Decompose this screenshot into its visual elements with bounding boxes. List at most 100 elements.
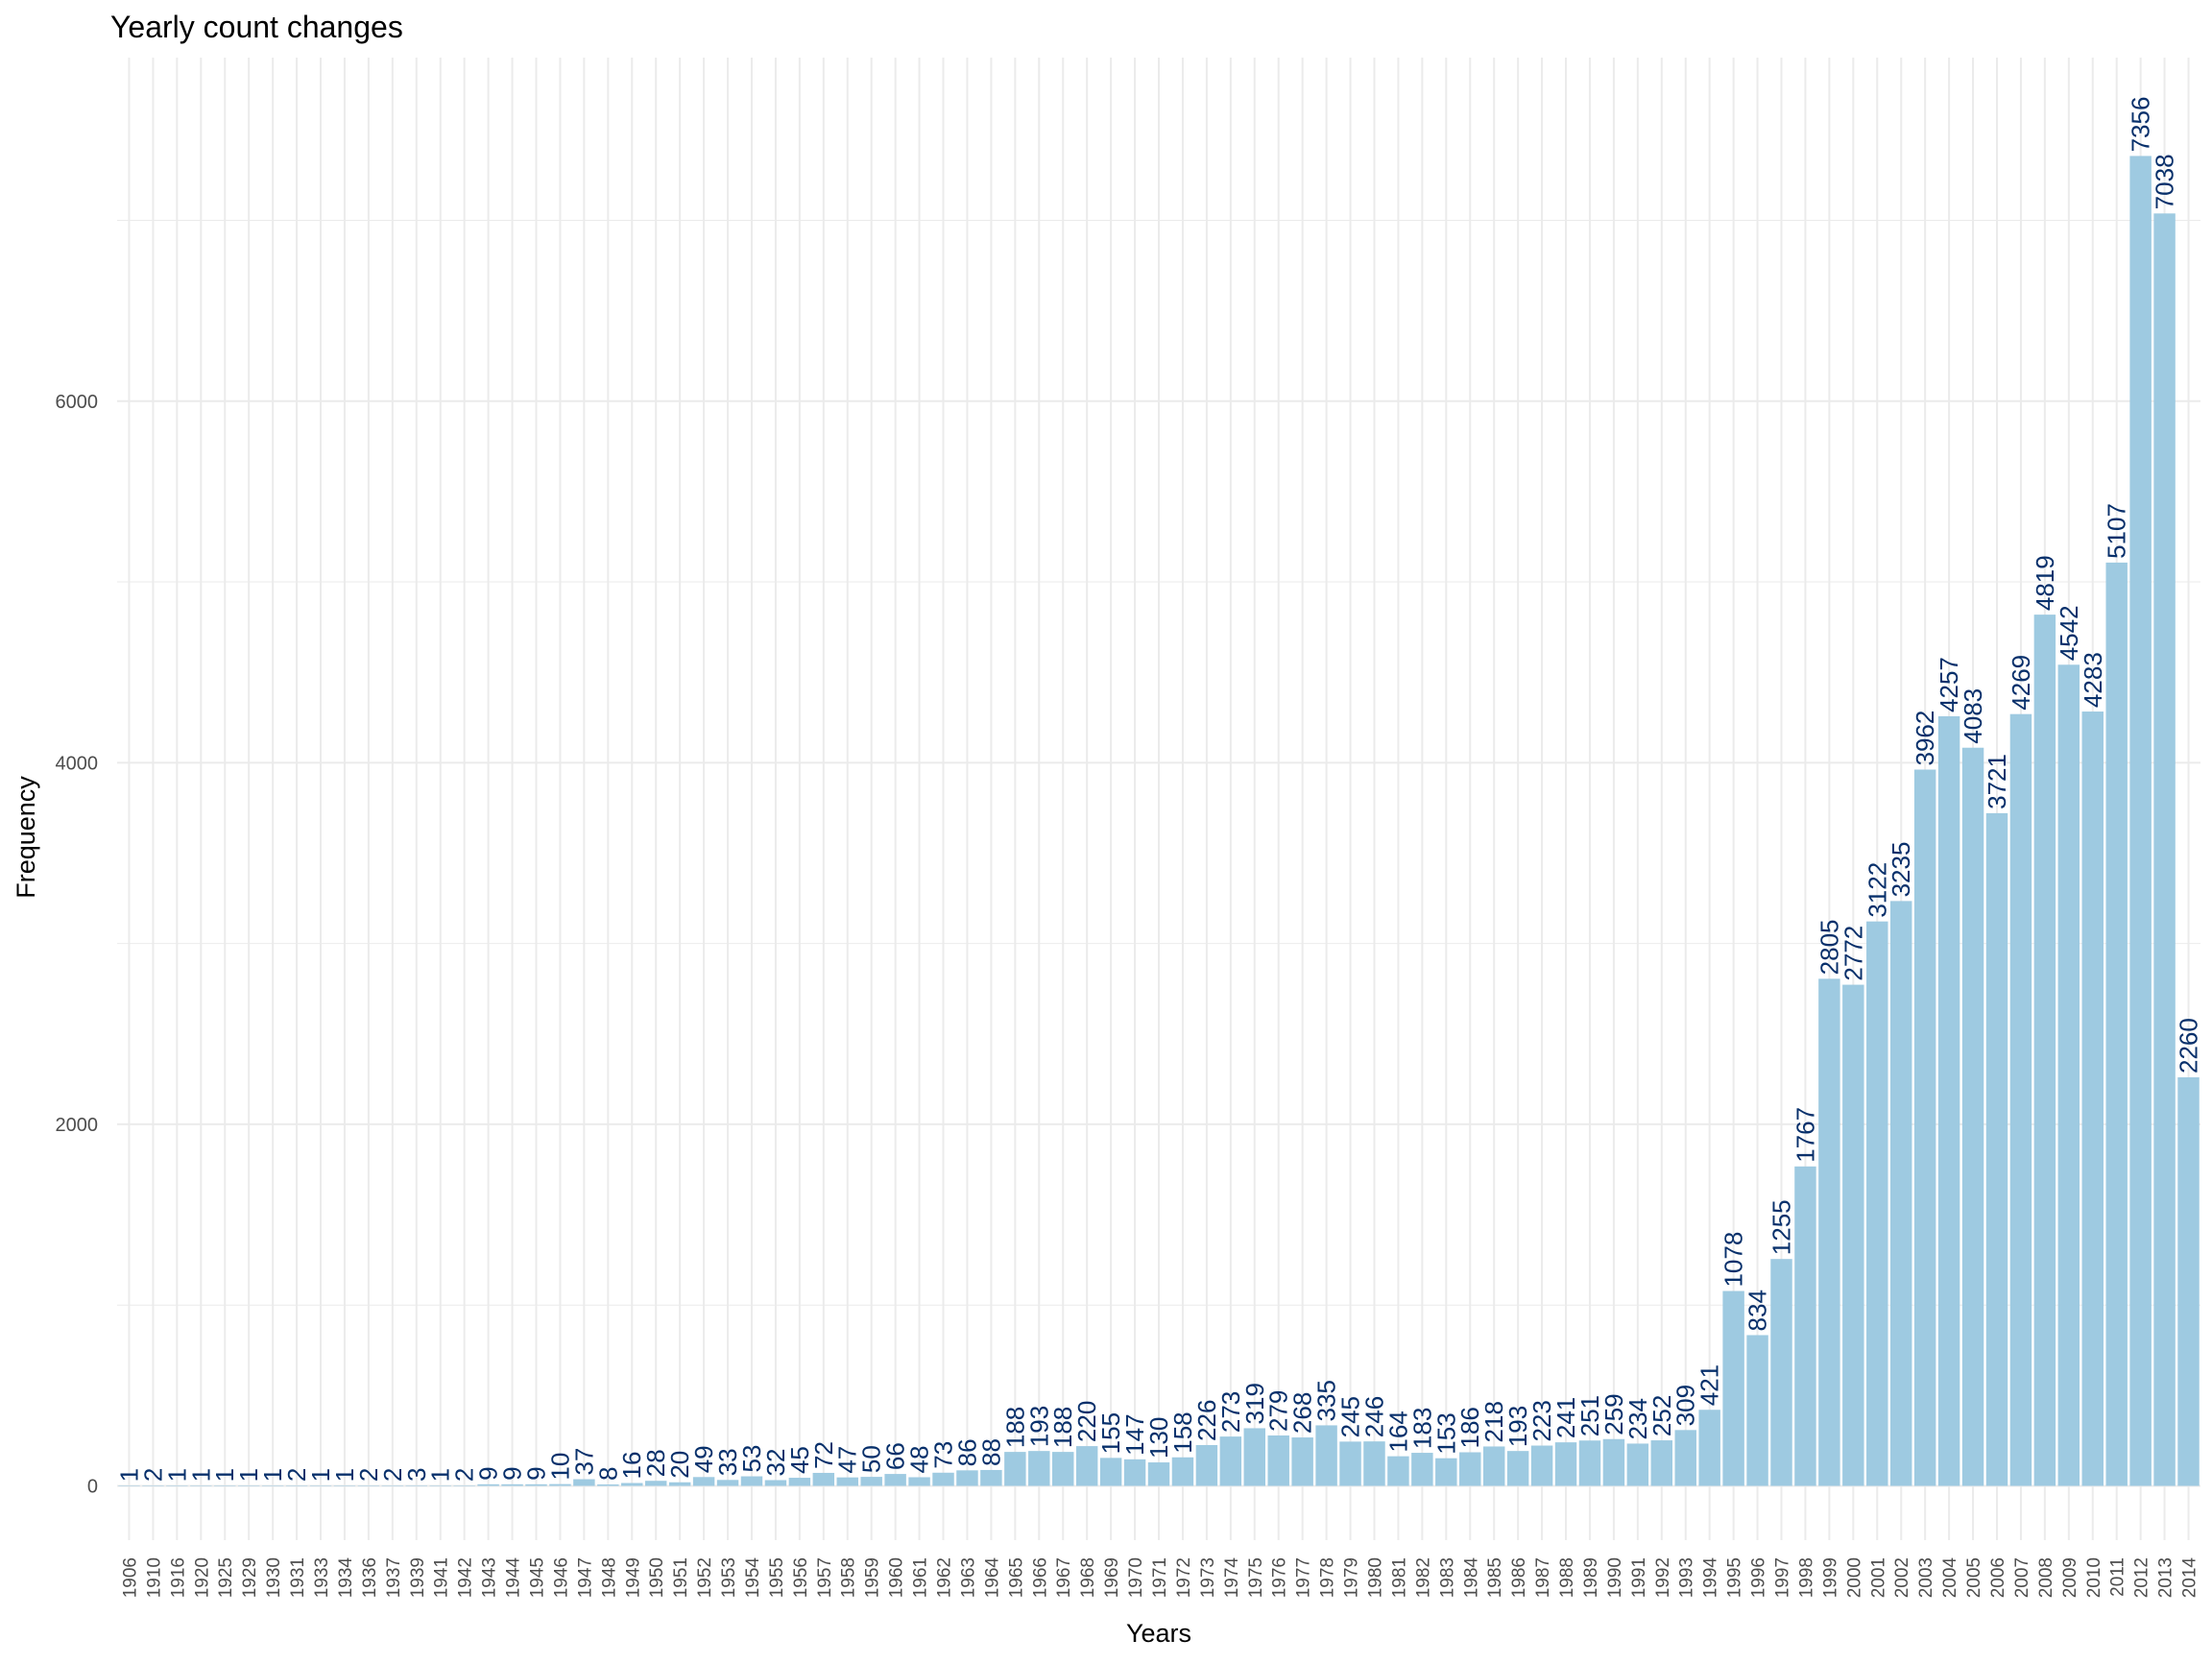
x-tick-label: 1994 (1701, 1557, 1721, 1599)
bar (956, 1470, 978, 1486)
x-tick-label: 1962 (935, 1557, 955, 1598)
x-tick-label: 1906 (120, 1557, 140, 1598)
bar-value-label: 3962 (1911, 711, 1939, 766)
bar-value-label: 3721 (1983, 754, 2011, 809)
bar-value-label: 4819 (2031, 555, 2059, 611)
bar (453, 1485, 475, 1486)
bar-value-label: 3122 (1863, 862, 1891, 918)
bar-value-label: 3 (402, 1467, 431, 1481)
bar-value-label: 33 (713, 1448, 742, 1476)
bar (166, 1485, 188, 1486)
x-tick-label: 1984 (1461, 1557, 1481, 1599)
bar-value-label: 5107 (2103, 503, 2131, 559)
bar (1506, 1451, 1529, 1486)
x-tick-label: 1956 (791, 1557, 811, 1598)
data-labels: 1211111211223129991037816282049335332457… (114, 97, 2202, 1483)
bar-value-label: 259 (1599, 1393, 1628, 1435)
bar (285, 1485, 308, 1486)
bar (1530, 1445, 1553, 1486)
bar (668, 1482, 691, 1486)
bar-value-label: 48 (905, 1446, 934, 1474)
x-tick-label: 1967 (1054, 1557, 1074, 1598)
bar (1770, 1259, 1792, 1486)
x-tick-label: 2009 (2060, 1557, 2080, 1598)
bar-value-label: 155 (1096, 1412, 1125, 1454)
x-tick-label: 2014 (2180, 1557, 2200, 1599)
x-tick-label: 1969 (1102, 1557, 1122, 1598)
x-tick-label: 1987 (1533, 1557, 1553, 1598)
bar-value-label: 273 (1216, 1391, 1245, 1433)
bar (525, 1483, 547, 1486)
x-tick-label: 1992 (1653, 1557, 1673, 1598)
bar (740, 1476, 763, 1486)
x-tick-label: 1991 (1629, 1557, 1649, 1598)
bar (549, 1483, 571, 1486)
x-tick-label: 1910 (144, 1557, 164, 1598)
x-tick-label: 1964 (982, 1557, 1002, 1599)
bar (1722, 1290, 1744, 1486)
bar-value-label: 234 (1623, 1398, 1652, 1439)
x-tick-label: 1999 (1820, 1557, 1840, 1598)
bar-value-label: 66 (881, 1442, 910, 1470)
bar-value-label: 147 (1120, 1413, 1149, 1455)
bar (1291, 1437, 1313, 1486)
bar (501, 1483, 523, 1486)
x-tick-label: 1944 (504, 1557, 524, 1599)
bar-value-label: 2772 (1839, 926, 1867, 981)
x-tick-label: 1953 (719, 1557, 739, 1598)
bar (1866, 921, 1888, 1486)
bar-value-label: 223 (1527, 1400, 1556, 1441)
bar-value-label: 28 (641, 1449, 670, 1477)
bar (1937, 715, 1960, 1486)
x-tick-label: 1966 (1030, 1557, 1050, 1598)
x-tick-label: 1937 (384, 1557, 404, 1598)
bar (1075, 1446, 1098, 1486)
bar (2009, 713, 2032, 1486)
bar-value-label: 1 (426, 1468, 455, 1482)
x-tick-label: 1960 (887, 1557, 907, 1598)
bar (1794, 1166, 1816, 1486)
bar (2105, 562, 2128, 1486)
bar-value-label: 279 (1264, 1390, 1293, 1432)
bar-value-label: 246 (1359, 1396, 1388, 1437)
x-tick-label: 1973 (1198, 1557, 1218, 1598)
bar (1913, 769, 1936, 1486)
bar-value-label: 309 (1671, 1385, 1700, 1426)
x-tick-label: 1976 (1270, 1557, 1290, 1598)
bar (333, 1485, 356, 1486)
x-tick-label: 1949 (623, 1557, 643, 1598)
bar (716, 1480, 739, 1486)
bar-value-label: 268 (1288, 1392, 1317, 1434)
x-tick-label: 2004 (1940, 1557, 1960, 1599)
x-tick-label: 1943 (480, 1557, 500, 1598)
bar (1889, 901, 1912, 1486)
bars (118, 156, 2200, 1486)
bar-value-label: 45 (785, 1446, 814, 1474)
x-tick-label: 1925 (216, 1557, 236, 1598)
bar (1243, 1428, 1265, 1486)
bar (309, 1485, 332, 1486)
bar-value-label: 3235 (1887, 842, 1915, 898)
bar-value-label: 32 (761, 1449, 790, 1477)
bar (1650, 1440, 1673, 1486)
y-tick-label: 2000 (56, 1115, 99, 1136)
bar-value-label: 10 (545, 1453, 574, 1481)
bar (1219, 1436, 1242, 1486)
bar (980, 1469, 1002, 1486)
x-tick-label: 1975 (1246, 1557, 1266, 1598)
bar-value-label: 49 (689, 1445, 718, 1473)
x-tick-label: 2005 (1964, 1557, 1984, 1598)
bar-value-label: 2 (354, 1468, 383, 1482)
bar-value-label: 834 (1743, 1290, 1772, 1331)
bar-value-label: 220 (1072, 1401, 1101, 1442)
bar (1195, 1444, 1218, 1486)
bar-value-label: 9 (474, 1466, 503, 1480)
bar-value-label: 2 (138, 1468, 167, 1482)
y-tick-label: 6000 (56, 392, 99, 413)
bar (2129, 156, 2152, 1486)
y-tick-label: 0 (87, 1477, 98, 1498)
x-tick-label: 1942 (456, 1557, 476, 1598)
bar-value-label: 193 (1024, 1406, 1053, 1447)
bar-value-label: 20 (665, 1451, 694, 1479)
